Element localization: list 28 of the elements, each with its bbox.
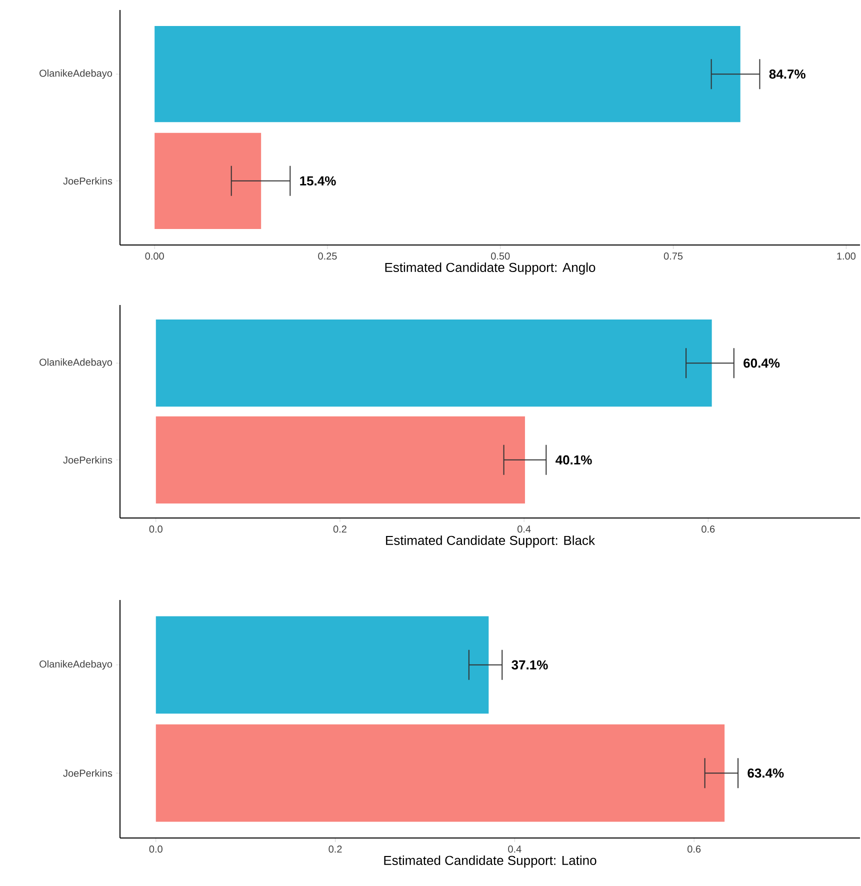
data-label: 15.4% bbox=[300, 176, 336, 186]
x-axis-title: Estimated Candidate Support: Black bbox=[386, 535, 596, 548]
y-tick-label: JoePerkins bbox=[63, 177, 112, 185]
data-label: 84.7% bbox=[770, 69, 806, 79]
x-tick-label: 0.00 bbox=[145, 252, 164, 260]
x-tick-label: 0.0 bbox=[150, 846, 163, 853]
x-tick-label: 0.50 bbox=[491, 252, 510, 260]
y-tick-label: JoePerkins bbox=[63, 769, 112, 777]
x-tick-label: 0.2 bbox=[334, 526, 347, 533]
x-tick-label: 1.00 bbox=[837, 252, 856, 260]
x-tick-label: 0.2 bbox=[328, 846, 342, 853]
y-tick-label: OlanikeAdebayo bbox=[40, 69, 112, 79]
x-axis-title: Estimated Candidate Support: Anglo bbox=[386, 262, 596, 275]
x-tick-label: 0.4 bbox=[518, 526, 531, 533]
x-tick-label: 0.25 bbox=[318, 252, 338, 260]
x-tick-label: 0.4 bbox=[508, 846, 522, 853]
x-tick-label: 0.0 bbox=[150, 526, 163, 533]
data-label: 63.4% bbox=[748, 768, 784, 778]
y-tick-label: OlanikeAdebayo bbox=[40, 660, 112, 670]
data-label: 40.1% bbox=[556, 455, 592, 465]
data-label: 37.1% bbox=[512, 660, 548, 670]
x-tick-label: 0.6 bbox=[688, 846, 701, 853]
y-tick-label: JoePerkins bbox=[63, 456, 112, 464]
x-tick-label: 0.6 bbox=[702, 526, 715, 533]
y-tick-label: OlanikeAdebayo bbox=[40, 358, 112, 368]
x-axis-title: Estimated Candidate Support: Latino bbox=[384, 855, 597, 868]
x-tick-label: 0.75 bbox=[664, 252, 683, 260]
data-label: 60.4% bbox=[744, 358, 780, 368]
